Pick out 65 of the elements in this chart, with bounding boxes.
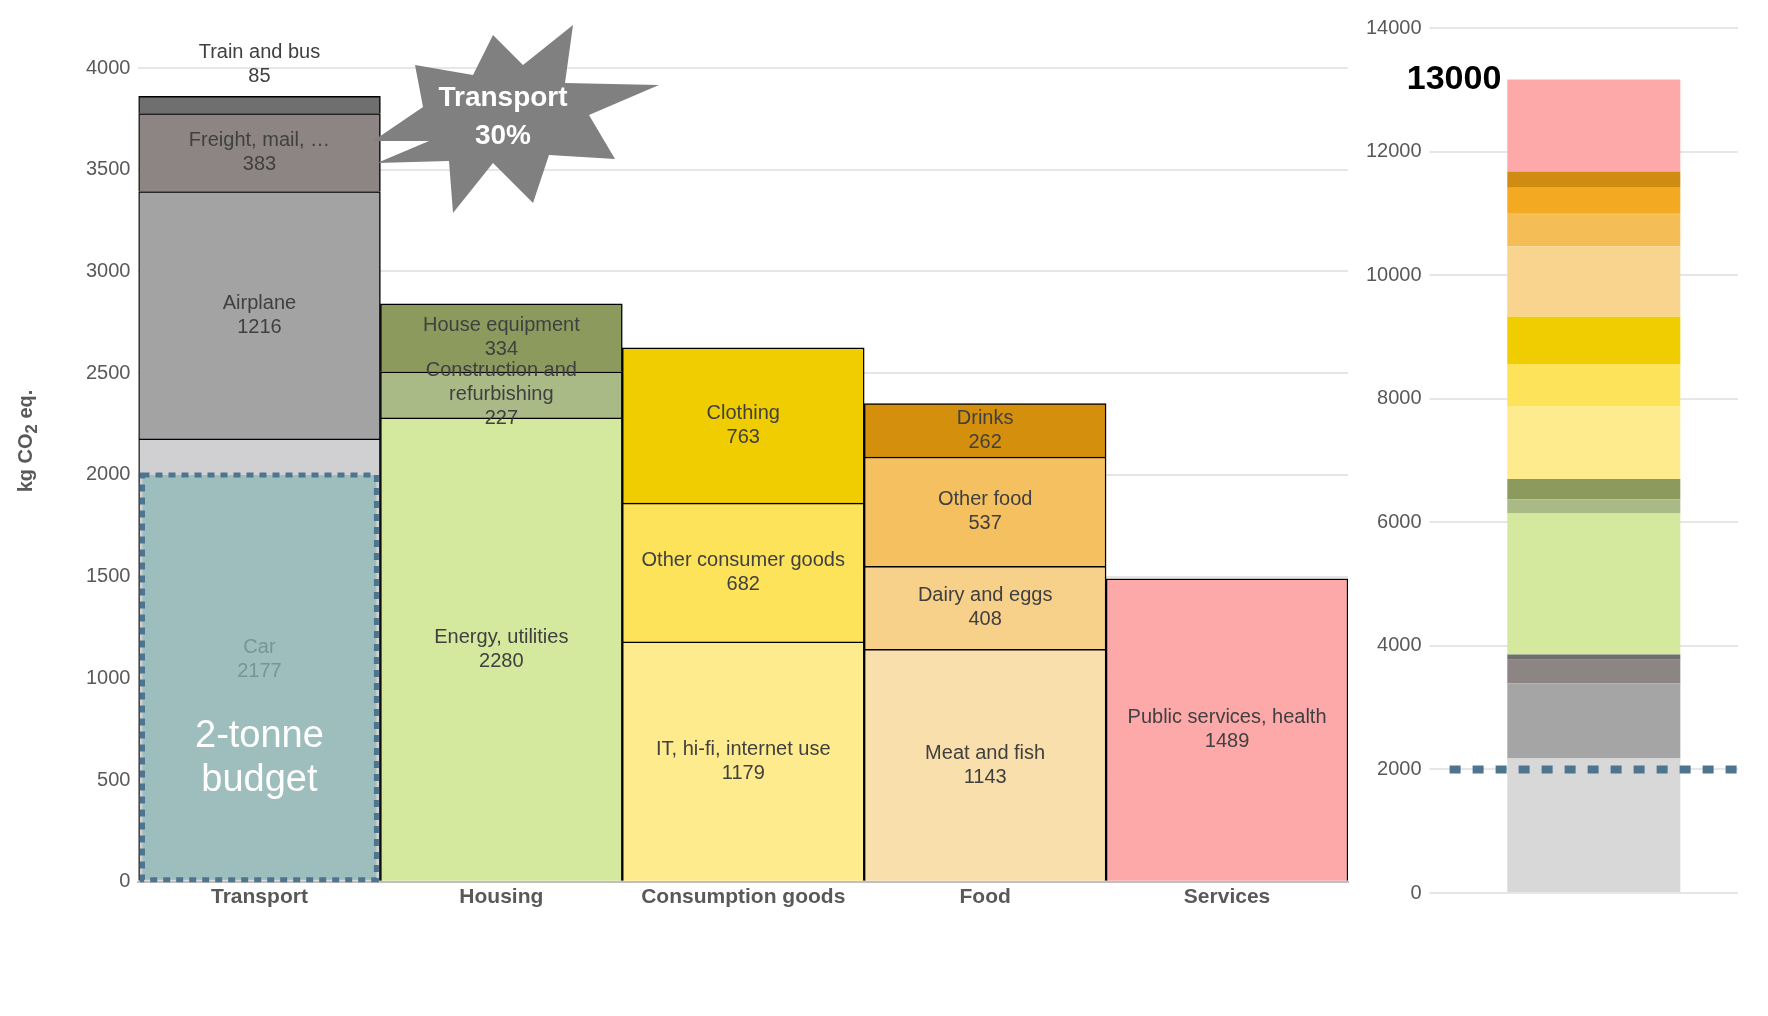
series-label: Energy, utilities [434, 624, 569, 647]
x-tick-label: Food [959, 884, 1011, 908]
data-label: 408 [968, 607, 1002, 630]
x-tick-label: Consumption goods [641, 884, 846, 908]
y-tick-label: 1500 [85, 564, 131, 587]
bar [1507, 683, 1681, 759]
y-tick-label: 2000 [1377, 756, 1422, 779]
series-label: Public services, health [1127, 705, 1327, 728]
series-label: IT, hi-fi, internet use [655, 736, 831, 759]
data-label: 2280 [479, 648, 524, 671]
series-label: Clothing [706, 401, 780, 424]
y-tick-label: 3000 [85, 258, 131, 281]
series-label: Freight, mail, … [188, 128, 331, 151]
x-tick-label: Housing [459, 884, 544, 908]
series-label: Other food [937, 487, 1033, 510]
y-tick-label: 500 [97, 767, 131, 790]
annotation: Transport 30% [438, 80, 568, 152]
data-label: 763 [726, 425, 760, 448]
y-tick-label: 6000 [1377, 509, 1422, 532]
bar [1507, 316, 1681, 364]
bar [1507, 212, 1681, 247]
data-label: 537 [968, 511, 1002, 534]
series-label: Train and bus [198, 39, 321, 62]
data-label: 1179 [721, 760, 765, 783]
data-label: 1143 [963, 764, 1007, 787]
data-label: 682 [726, 572, 760, 595]
y-tick-label: 0 [119, 869, 131, 892]
text: 13000 [1406, 57, 1502, 96]
y-tick-label: 12000 [1365, 139, 1422, 162]
series-label: House equipment [422, 313, 581, 336]
series-label: Other consumer goods [641, 548, 845, 571]
bar [1507, 499, 1681, 514]
series-label: Drinks [956, 405, 1014, 428]
y-tick-label: 4000 [1377, 633, 1422, 656]
y-tick-label: 8000 [1377, 386, 1422, 409]
y-tick-label: 3500 [85, 157, 131, 180]
data-label: 1216 [237, 314, 282, 337]
series-label: Dairy and eggs [917, 583, 1053, 606]
bar [1507, 171, 1681, 188]
bar [1507, 659, 1681, 684]
y-tick-label: 14000 [1365, 15, 1422, 38]
data-label: 85 [248, 63, 271, 86]
band-label: 2-tonne budget [195, 712, 324, 799]
bar [1507, 363, 1681, 407]
series-label: Meat and fish [925, 740, 1046, 763]
bar [1507, 513, 1681, 655]
series-label: Airplane [222, 290, 297, 313]
data-label: 334 [484, 337, 519, 360]
data-label: 383 [242, 152, 277, 175]
x-tick-label: Transport [211, 884, 308, 908]
bar [1507, 79, 1681, 172]
bar [1507, 246, 1681, 317]
y-tick-label: 10000 [1365, 262, 1422, 285]
x-tick-label: Services [1183, 884, 1271, 908]
bar [1507, 406, 1681, 479]
data-label: 262 [968, 429, 1002, 452]
y-tick-label: 2500 [85, 360, 131, 383]
y-tick-label: 4000 [85, 55, 131, 78]
y-tick-label: 1000 [85, 665, 131, 688]
y-tick-label: 2000 [85, 462, 131, 485]
bar [1507, 478, 1681, 500]
bar [1507, 654, 1681, 660]
data-label: 1489 [1204, 729, 1250, 752]
bar [1507, 187, 1681, 213]
y-tick-label: 0 [1410, 880, 1422, 903]
